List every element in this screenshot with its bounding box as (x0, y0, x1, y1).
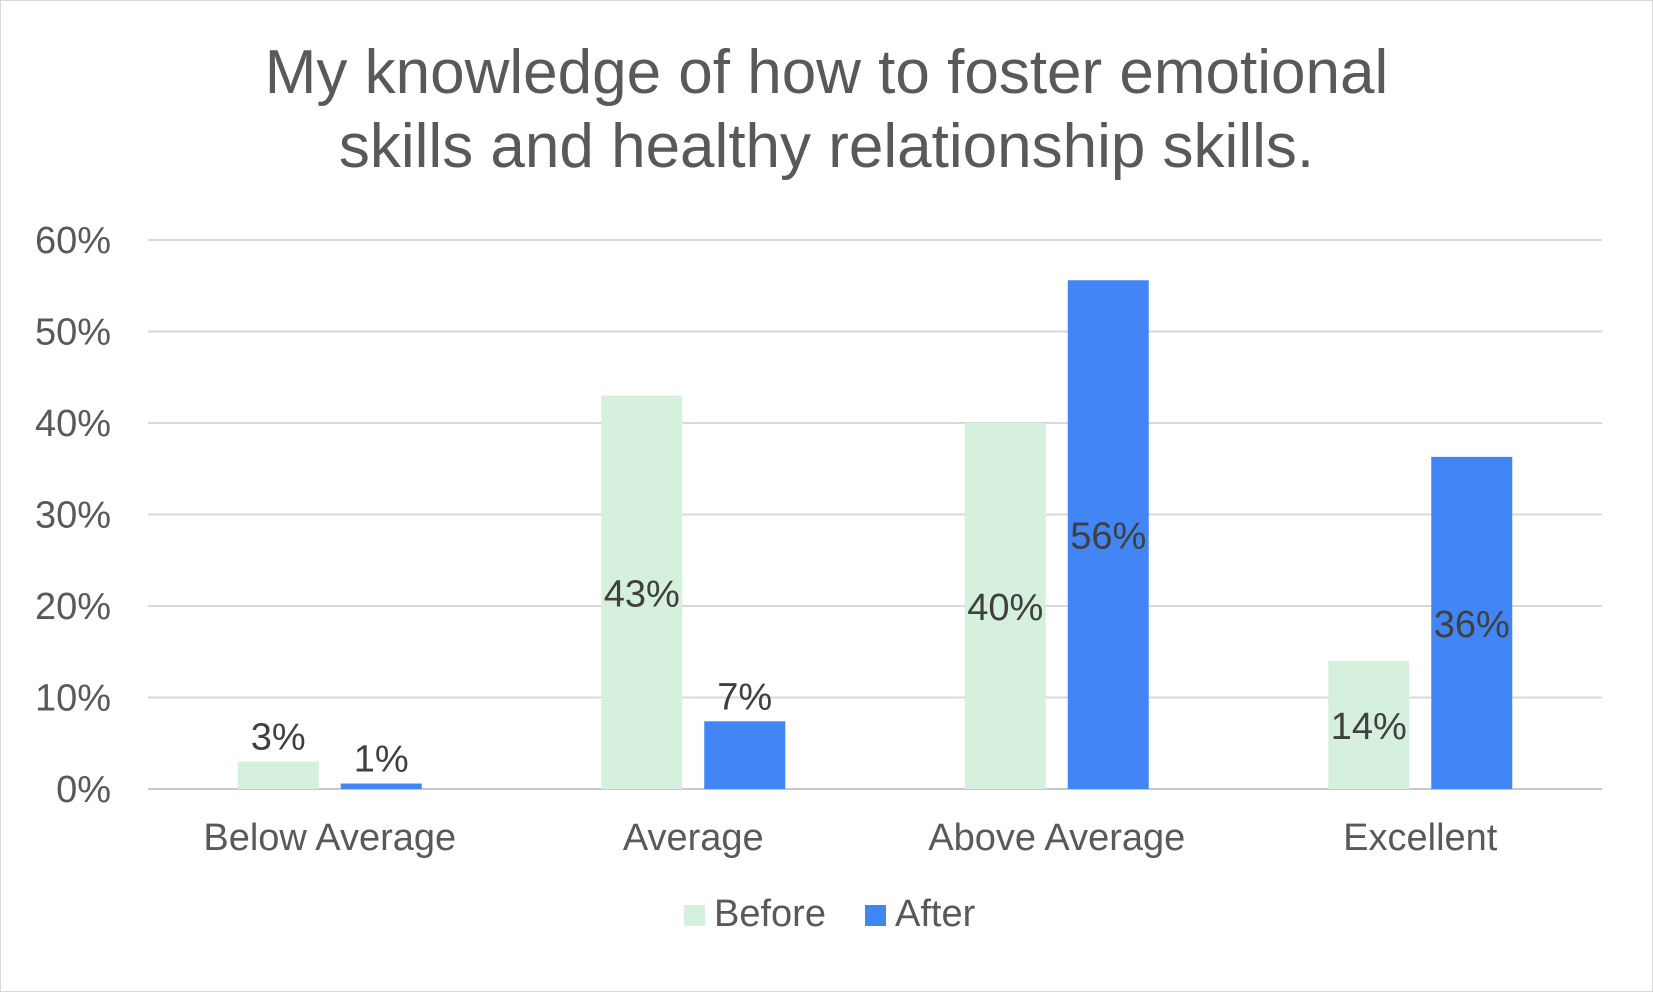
x-tick-label: Below Average (203, 817, 456, 859)
legend-label-after: After (895, 893, 976, 935)
bar-before-above-average (964, 423, 1046, 789)
bar-after-excellent (1431, 456, 1513, 789)
legend-swatch-after (865, 905, 886, 926)
bar-before-excellent (1328, 660, 1410, 789)
y-tick-label: 40% (35, 403, 111, 445)
bar-before-below-average (237, 761, 319, 789)
x-axis: Below Average Average Above Average Excelle… (203, 817, 1497, 859)
data-labels: 3% 1% 43% 7% 40% 56% 14% 36% (251, 516, 1510, 781)
y-tick-label: 30% (35, 495, 111, 537)
y-tick-label: 60% (35, 220, 111, 262)
y-tick-label: 10% (35, 678, 111, 720)
bar-after-below-average (340, 783, 422, 789)
legend-swatch-before (684, 905, 705, 926)
y-tick-label: 50% (35, 312, 111, 354)
y-tick-label: 20% (35, 586, 111, 628)
data-label: 7% (717, 676, 772, 718)
legend-label-before: Before (714, 893, 826, 935)
data-label: 43% (604, 573, 680, 615)
bar-before-average (601, 395, 683, 789)
data-label: 14% (1331, 706, 1407, 748)
chart-title: My knowledge of how to foster emotional … (0, 36, 1653, 184)
data-label: 40% (967, 587, 1043, 629)
legend: Before After (684, 893, 976, 935)
data-label: 56% (1070, 516, 1146, 558)
y-tick-label: 0% (56, 769, 111, 811)
data-label: 3% (251, 717, 306, 759)
data-label: 36% (1434, 604, 1510, 646)
data-label: 1% (354, 739, 409, 781)
chart-title-line-1: My knowledge of how to foster emotional (264, 38, 1389, 107)
bar-after-above-average (1067, 280, 1149, 789)
x-tick-label: Average (623, 817, 764, 859)
x-tick-label: Above Average (928, 817, 1185, 859)
y-axis: 0% 10% 20% 30% 40% 50% 60% (35, 220, 111, 811)
chart-title-line-2: skills and healthy relationship skills. (338, 112, 1315, 181)
bars (237, 280, 1513, 789)
bar-after-average (704, 721, 786, 789)
x-tick-label: Excellent (1343, 817, 1498, 859)
